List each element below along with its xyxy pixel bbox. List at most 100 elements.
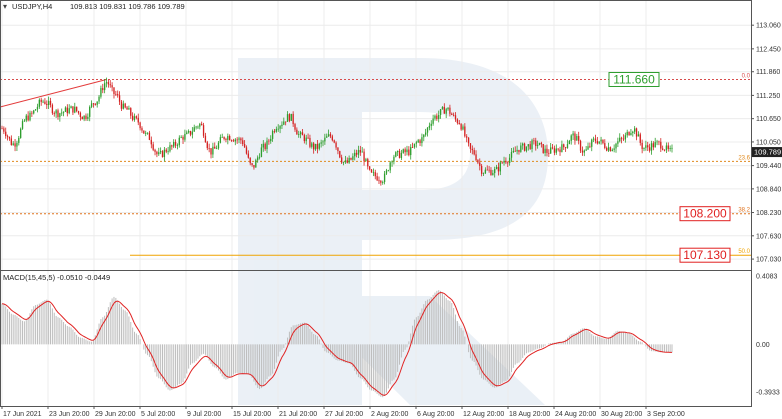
candle-body xyxy=(333,140,335,143)
candle-body xyxy=(480,165,483,174)
candle-body xyxy=(255,160,257,168)
candle-body xyxy=(372,172,375,174)
candle-body xyxy=(645,145,647,148)
candle-body xyxy=(113,87,115,94)
candle-body xyxy=(277,128,279,130)
candle-body xyxy=(10,138,13,145)
candle-body xyxy=(581,150,584,153)
candle-body xyxy=(611,149,613,152)
candle-body xyxy=(223,136,225,139)
candle-body xyxy=(647,145,649,148)
candle-body xyxy=(75,106,78,112)
y-tick-label: 110.650 xyxy=(756,116,781,123)
candle-body xyxy=(184,133,186,140)
candle-body xyxy=(363,151,365,162)
candle-body xyxy=(8,136,11,139)
candle-body xyxy=(656,141,658,143)
trend-line xyxy=(0,79,107,108)
candle-body xyxy=(596,141,599,144)
macd-y-axis: 0.4083 0.00 -0.3933 xyxy=(756,274,780,397)
candle-body xyxy=(186,132,188,134)
candle-body xyxy=(31,112,33,114)
candle-body xyxy=(350,157,352,160)
candle-body xyxy=(553,148,556,153)
candle-body xyxy=(486,169,488,171)
candle-body xyxy=(613,148,615,150)
candle-body xyxy=(546,148,548,153)
candle-body xyxy=(242,140,244,145)
x-tick-label: 21 Jul 20:00 xyxy=(279,411,317,418)
candle-body xyxy=(564,147,567,149)
candle-body xyxy=(247,153,250,158)
y-tick-label: 107.630 xyxy=(756,233,781,240)
candle-body xyxy=(579,140,582,151)
candle-body xyxy=(563,144,565,148)
candle-body xyxy=(77,111,80,113)
candle-body xyxy=(382,182,384,183)
candle-body xyxy=(492,173,494,176)
y-tick-label: 108.230 xyxy=(756,210,781,217)
candle-body xyxy=(411,147,414,148)
candle-body xyxy=(313,143,315,150)
candle-body xyxy=(447,107,449,110)
candle-body xyxy=(318,143,320,149)
candle-body xyxy=(417,140,419,143)
candle-body xyxy=(561,144,563,153)
candle-body xyxy=(146,132,149,134)
candle-body xyxy=(606,148,608,151)
current-price-label: 109.789 xyxy=(754,148,781,157)
candle-body xyxy=(365,159,367,162)
candle-body xyxy=(173,141,175,147)
candle-body xyxy=(314,143,317,150)
candle-body xyxy=(578,136,580,141)
candle-body xyxy=(389,162,391,171)
candle-body xyxy=(490,169,492,176)
chart-quote: 109.813 109.831 109.786 109.789 xyxy=(70,2,185,11)
price-level-label: 108.200 xyxy=(683,207,727,221)
candle-body xyxy=(156,151,158,155)
candle-body xyxy=(639,134,641,143)
candle-body xyxy=(432,118,434,124)
candle-body xyxy=(449,107,451,114)
candle-body xyxy=(29,112,31,121)
candle-body xyxy=(404,149,406,153)
candle-body xyxy=(383,173,386,183)
candle-body xyxy=(525,146,528,151)
candle-body xyxy=(331,136,334,141)
price-level-box xyxy=(608,71,660,87)
candle-body xyxy=(83,115,85,120)
candle-body xyxy=(174,141,177,146)
x-tick-label: 23 Jun 20:00 xyxy=(49,411,90,418)
candle-body xyxy=(604,143,606,149)
candle-body xyxy=(477,160,479,163)
candle-body xyxy=(501,162,503,164)
candle-body xyxy=(550,147,552,154)
candle-body xyxy=(182,136,184,140)
candle-body xyxy=(66,107,68,114)
candle-body xyxy=(159,151,162,153)
candle-body xyxy=(135,116,138,118)
candle-body xyxy=(240,138,242,141)
candle-body xyxy=(421,137,423,144)
candle-body xyxy=(344,160,347,163)
candle-body xyxy=(81,117,83,120)
candle-body xyxy=(169,145,171,152)
candle-body xyxy=(264,143,266,150)
candle-body xyxy=(443,106,445,114)
candle-body xyxy=(622,138,625,140)
candle-body xyxy=(551,147,554,149)
candle-body xyxy=(643,147,645,149)
candle-body xyxy=(376,176,378,181)
candle-body xyxy=(660,141,662,149)
candle-body xyxy=(279,126,281,129)
candle-body xyxy=(18,137,20,143)
candle-body xyxy=(467,137,470,144)
x-tick-label: 29 Jun 20:00 xyxy=(95,411,136,418)
macd-label: MACD(15,45,5) -0.0510 -0.0449 xyxy=(3,273,110,282)
candle-body xyxy=(559,149,561,153)
candle-body xyxy=(281,124,283,127)
candle-body xyxy=(536,145,539,146)
candle-body xyxy=(658,141,660,143)
candle-body xyxy=(359,149,361,153)
candle-body xyxy=(257,157,259,161)
